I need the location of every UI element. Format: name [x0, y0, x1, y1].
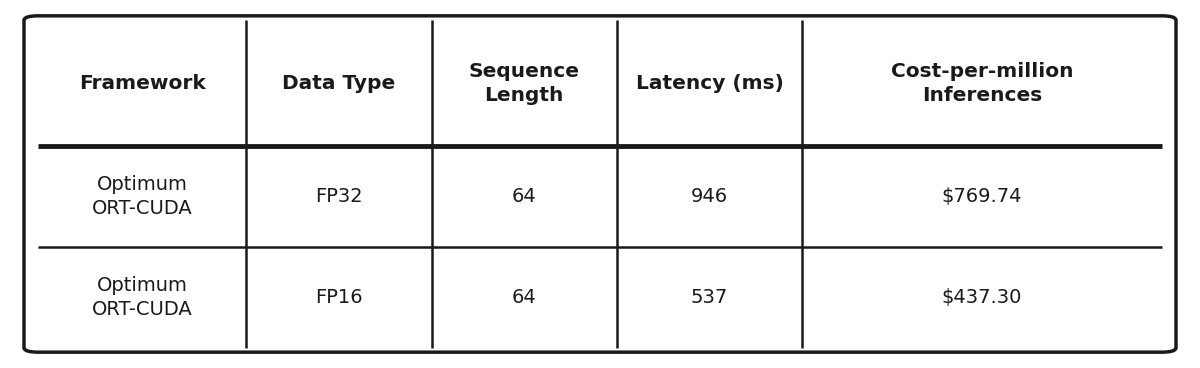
- Text: $437.30: $437.30: [942, 288, 1022, 307]
- Text: 64: 64: [512, 187, 536, 206]
- Text: Optimum
ORT-CUDA: Optimum ORT-CUDA: [92, 276, 193, 319]
- Text: Framework: Framework: [79, 74, 205, 93]
- Text: Data Type: Data Type: [282, 74, 396, 93]
- Text: 64: 64: [512, 288, 536, 307]
- Text: 537: 537: [691, 288, 728, 307]
- Text: $769.74: $769.74: [942, 187, 1022, 206]
- Text: Cost-per-million
Inferences: Cost-per-million Inferences: [890, 62, 1073, 105]
- Text: FP32: FP32: [316, 187, 362, 206]
- Text: 946: 946: [691, 187, 728, 206]
- FancyBboxPatch shape: [24, 16, 1176, 352]
- Text: Latency (ms): Latency (ms): [636, 74, 784, 93]
- Text: FP16: FP16: [316, 288, 362, 307]
- Text: Optimum
ORT-CUDA: Optimum ORT-CUDA: [92, 175, 193, 218]
- Text: Sequence
Length: Sequence Length: [469, 62, 580, 105]
